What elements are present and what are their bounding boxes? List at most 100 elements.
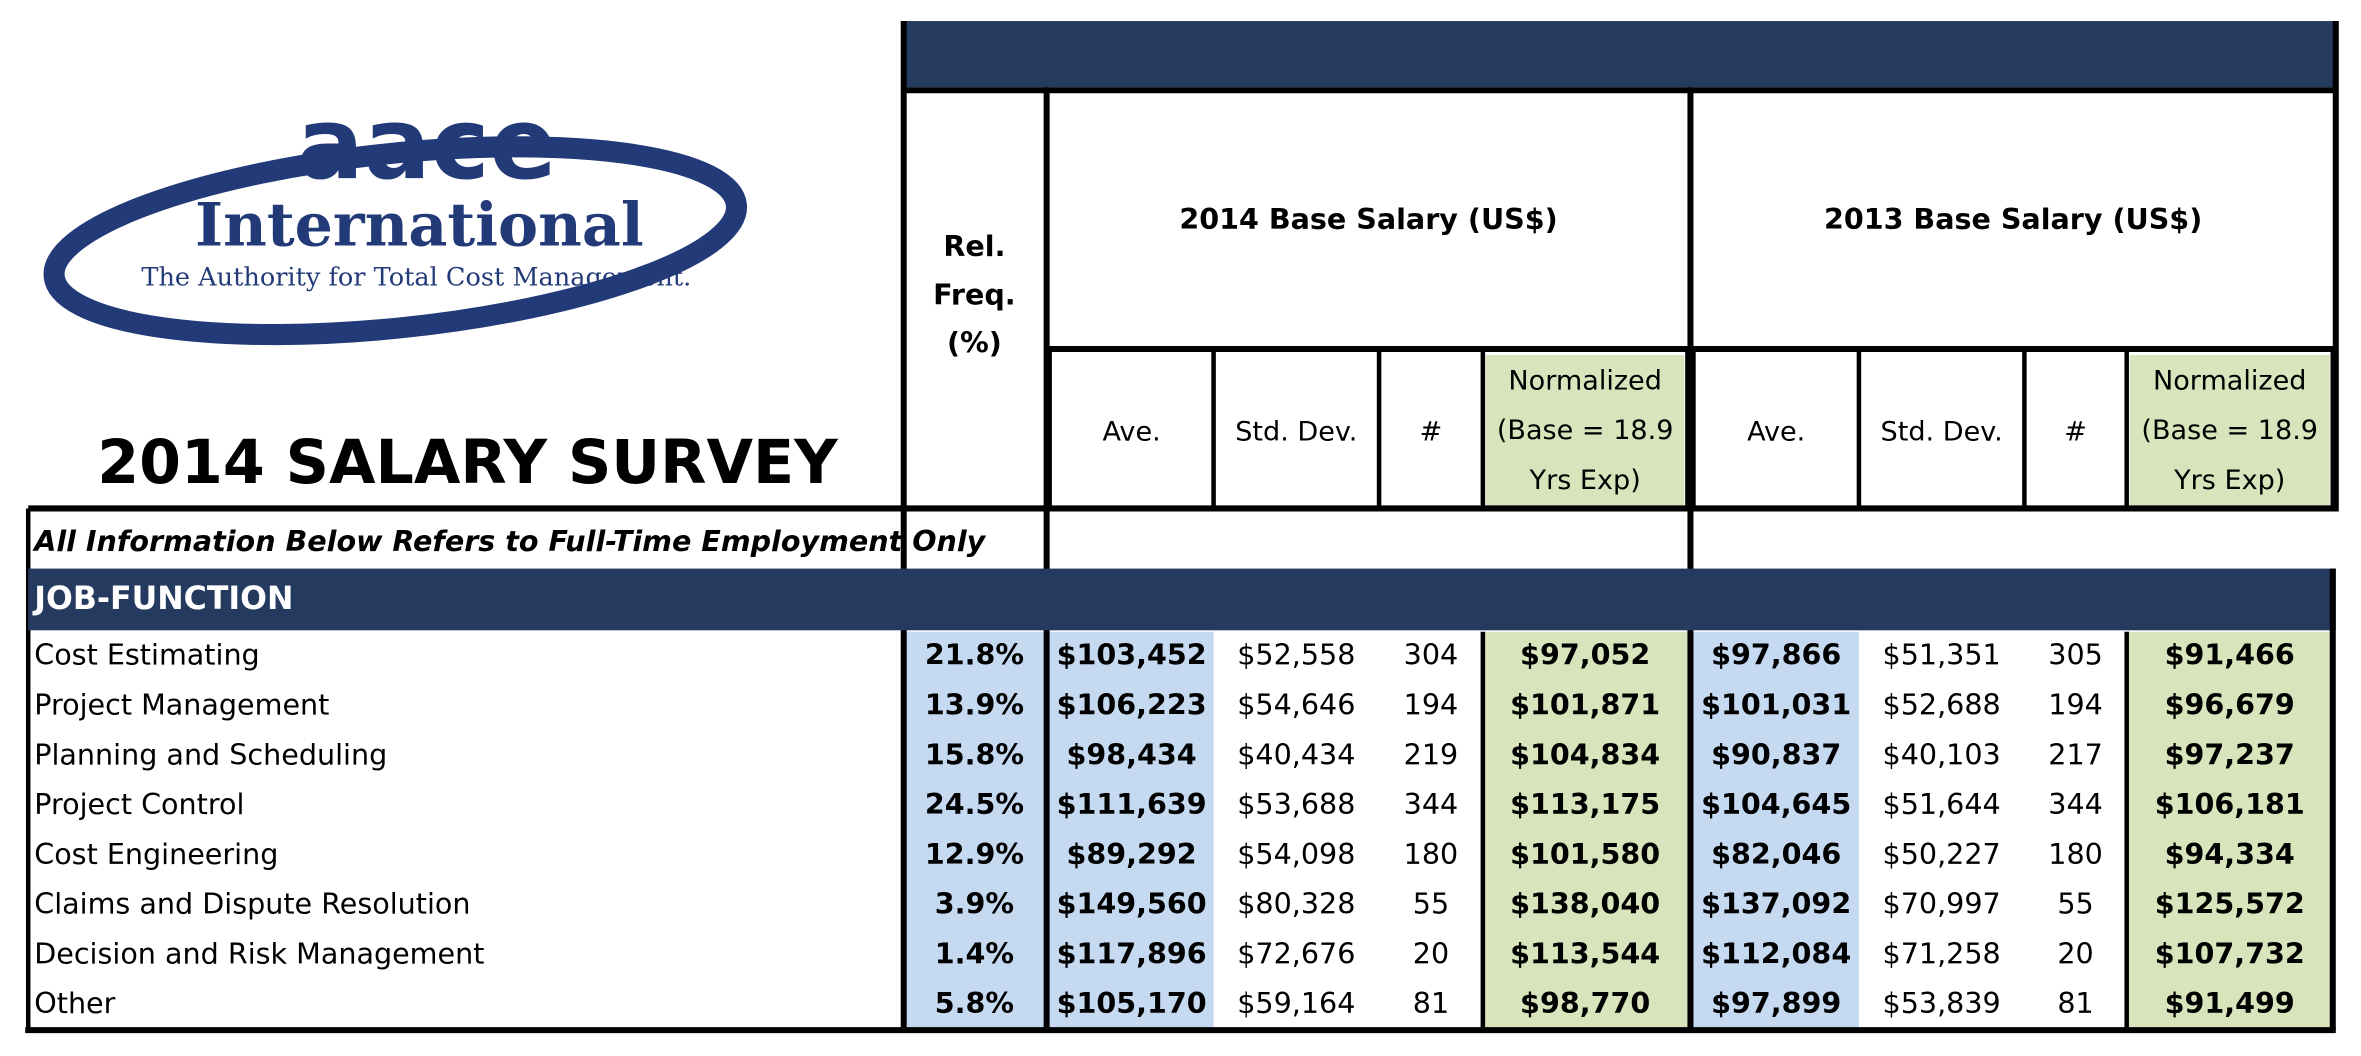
cell: $90,837 [1711,737,1841,771]
logo-name: International [195,191,644,261]
cell: $94,334 [2165,837,2295,871]
row-label: Cost Engineering [34,837,278,871]
cell: $96,679 [2165,687,2295,721]
cell: 217 [2048,737,2103,771]
column-header: Std. Dev. [1881,417,2003,448]
cell: 305 [2048,638,2103,672]
cell: 20 [2057,936,2093,970]
column-header: Yrs Exp) [2173,465,2285,496]
row-label: Claims and Dispute Resolution [34,887,470,921]
cell: $98,770 [1520,986,1650,1020]
logo-tagline: The Authority for Total Cost Management. [141,262,691,292]
logo: aace International The Authority for Tot… [43,87,748,346]
cell: 194 [2048,687,2103,721]
cell: 13.9% [925,687,1024,721]
rel-freq-header: Rel. [943,229,1005,263]
row-label: Planning and Scheduling [34,737,387,771]
cell: $91,466 [2165,638,2295,672]
cell: $101,871 [1510,687,1660,721]
cell: $52,688 [1883,687,2001,721]
cell: 5.8% [935,986,1014,1020]
cell: 15.8% [925,737,1024,771]
cell: $113,175 [1510,787,1660,821]
ave-bg [1049,631,1214,1031]
cell: $98,434 [1067,737,1197,771]
cell: 180 [2048,837,2103,871]
cell: 1.4% [935,936,1014,970]
cell: $51,351 [1883,638,2001,672]
cell: $72,676 [1237,936,1355,970]
cell: $51,644 [1883,787,2001,821]
row-label: Project Control [34,787,244,821]
logo-swoosh [43,136,748,346]
cell: $138,040 [1510,887,1660,921]
cell: $82,046 [1711,837,1841,871]
cell: $106,223 [1057,687,1207,721]
column-header: Normalized [1508,366,1661,397]
cell: $149,560 [1057,887,1207,921]
cell: $97,237 [2165,737,2295,771]
cell: $50,227 [1883,837,2001,871]
cell: $107,732 [2155,936,2305,970]
cell: 81 [1413,986,1449,1020]
logo-brand: aace [297,87,557,202]
cell: 21.8% [925,638,1024,672]
cell: $117,896 [1057,936,1207,970]
cell: $97,866 [1711,638,1841,672]
section-title: JOB-FUNCTION [32,581,293,617]
cell: $59,164 [1237,986,1355,1020]
cell: $53,688 [1237,787,1355,821]
cell: 304 [1404,638,1459,672]
column-header: (Base = 18.9 [1497,415,1674,446]
cell: $54,646 [1237,687,1355,721]
cell: $104,834 [1510,737,1660,771]
normalized-header-bg [1485,355,1685,506]
row-label: Decision and Risk Management [34,936,484,970]
rel-freq-header: (%) [947,325,1002,359]
section-bar [28,568,2336,631]
header-bar [903,21,2336,88]
column-header: # [1420,417,1443,448]
cell: $105,170 [1057,986,1207,1020]
column-header: Yrs Exp) [1529,465,1641,496]
cell: 24.5% [925,787,1024,821]
cell: $54,098 [1237,837,1355,871]
logo-inner [75,162,716,319]
cell: $113,544 [1510,936,1660,970]
cell: 12.9% [925,837,1024,871]
cell: $101,031 [1701,687,1851,721]
cell: $137,092 [1701,887,1851,921]
cell: $103,452 [1057,638,1207,672]
row-label: Other [34,986,115,1020]
cell: 20 [1413,936,1449,970]
cell: 55 [2057,887,2093,921]
cell: $89,292 [1067,837,1197,871]
column-header: Ave. [1103,417,1161,448]
cell: $104,645 [1701,787,1851,821]
rel-freq-header: Freq. [933,277,1015,311]
cell: $53,839 [1883,986,2001,1020]
cell: $52,558 [1237,638,1355,672]
note: All Information Below Refers to Full-Tim… [32,524,986,558]
title: 2014 SALARY SURVEY [97,428,839,498]
normalized-bg [1482,631,1688,1031]
cell: 344 [2048,787,2103,821]
cell: $97,899 [1711,986,1841,1020]
rel-freq-bg [903,631,1047,1031]
cell: 194 [1404,687,1459,721]
cell: $71,258 [1883,936,2001,970]
group-title: 2014 Base Salary (US$) [1179,202,1557,236]
column-header: Std. Dev. [1235,417,1357,448]
group-title: 2013 Base Salary (US$) [1824,202,2202,236]
cell: $125,572 [2155,887,2305,921]
ave-bg [1693,631,1859,1031]
cell: $101,580 [1510,837,1660,871]
cell: 3.9% [935,887,1014,921]
cell: 219 [1404,737,1459,771]
cell: $40,103 [1883,737,2001,771]
column-header: (Base = 18.9 [2141,415,2318,446]
cell: 344 [1404,787,1459,821]
normalized-bg [2126,631,2333,1031]
